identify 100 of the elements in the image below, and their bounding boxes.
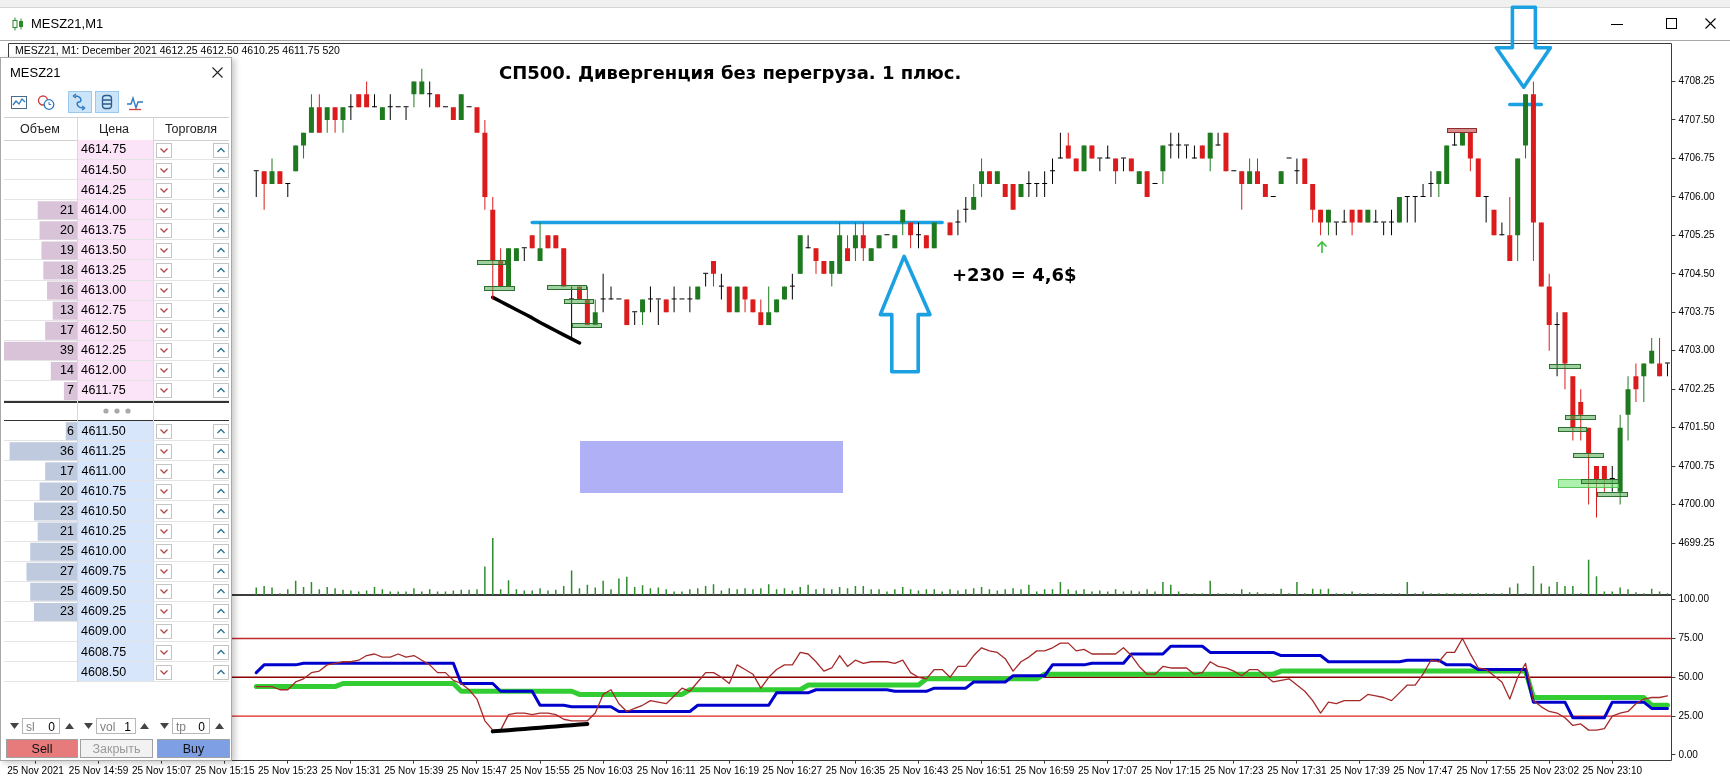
y-tick-label: 4707.50 [1678,113,1715,125]
x-tick-label: 25 Nov 17:47 [1393,765,1454,777]
data-label: 6 [67,423,75,438]
candlestick [1120,157,1126,172]
y-tick-label: 4614.50 [81,162,127,177]
y-tick-label: 4700.00 [1678,498,1715,510]
annotation: Торговля [164,121,218,136]
candlestick [1664,362,1670,377]
y-tick-label: 4611.50 [81,423,126,438]
y-tick-label: 4609.25 [81,604,127,619]
candlestick [1184,144,1190,159]
data-label: 16 [60,283,75,298]
candlestick [1381,221,1387,236]
x-tick-label: 25 Nov 17:55 [1456,765,1517,777]
y-tick-label: 4610.00 [81,544,127,559]
candlestick [1373,209,1379,223]
candlestick [955,209,961,236]
x-tick-label: 25 Nov 16:59 [1014,765,1075,777]
x-tick-label: 25 Nov 16:27 [762,765,823,777]
annotation: Buy [182,741,205,756]
y-tick-label: 4706.00 [1678,190,1715,202]
y-tick-label: 4705.25 [1678,229,1715,241]
data-label: 23 [60,503,75,518]
chart-title: MESZ21 [10,65,61,80]
candlestick [647,286,653,313]
y-tick-label: 4611.25 [81,443,126,458]
annotation: sl [26,719,35,734]
candlestick [1452,132,1458,146]
x-tick-label: 25 Nov 15:47 [447,765,508,777]
data-label: 25 [60,544,75,559]
x-axis-title: Объем [20,121,60,136]
data-label: 13 [60,303,75,318]
y-tick-label: 4613.75 [81,222,127,237]
candlestick [1554,312,1560,377]
candlestick [372,94,378,108]
candlestick [963,196,969,223]
data-label: 36 [60,443,75,458]
x-tick-label: 25 Nov 16:11 [636,765,697,777]
x-tick-label: 25 Nov 16:51 [951,765,1012,777]
y-tick-label: 4609.00 [81,624,127,639]
candlestick [1057,132,1063,159]
candlestick [789,273,795,300]
data-label: 19 [60,242,75,257]
y-tick-label: 4613.00 [81,283,127,298]
annotation: Sell [31,741,53,756]
y-tick-label: 4703.00 [1678,344,1715,356]
candlestick [1042,171,1048,197]
y-tick-label: 0.00 [1678,748,1699,760]
data-label: 39 [60,343,75,358]
data-label: 17 [60,463,75,478]
data-label: 18 [60,262,75,277]
data-label: 25 [60,584,75,599]
x-tick-label: 25 Nov 15:23 [258,765,318,777]
annotation: Закрыть [92,741,141,756]
data-label: 23 [60,604,75,619]
y-tick-label: 4612.00 [81,363,127,378]
x-tick-label: 25 Nov 16:03 [573,765,634,777]
candlestick [600,273,606,313]
y-tick-label: 4608.50 [81,664,127,679]
candlestick [655,298,661,326]
candlestick [253,170,259,197]
candlestick [805,235,811,249]
y-tick-label: 4612.25 [81,343,127,358]
y-tick-label: 4702.25 [1678,382,1715,394]
y-tick-label: 4700.75 [1678,459,1715,471]
y-tick-label: 4609.50 [81,584,127,599]
candlestick [427,81,433,108]
input-field: sl 0 [22,718,60,734]
data-label: 7 [67,383,75,398]
y-tick-label: 4703.75 [1678,306,1715,318]
y-tick-label: 4612.75 [81,303,127,318]
data-label: 21 [60,524,75,539]
candlestick [285,183,291,197]
y-tick-label: 4614.00 [81,202,127,217]
x-tick-label: 25 Nov 15:07 [131,765,192,777]
candlestick [1034,183,1040,197]
candlestick [632,311,638,326]
candlestick [1294,158,1300,185]
y-tick-label: 4612.50 [81,323,127,338]
annotation: 1 [124,719,131,734]
candlestick [1412,195,1418,223]
data-label: 21 [60,202,75,217]
candlestick [1483,195,1489,223]
text: СП500. Дивергенция без перегруза. 1 плюс. [499,62,962,83]
candlestick [1176,132,1182,159]
annotation: vol [100,719,116,734]
x-tick-label: 25 Nov 15:31 [321,765,382,777]
y-tick-label: 4614.25 [81,182,127,197]
candlestick [1609,466,1615,492]
button: Закрыть [80,739,153,758]
candlestick [687,286,693,313]
y-tick-label: 4613.50 [81,242,127,257]
data-label: 17 [60,323,75,338]
y-tick-label: 4613.25 [81,262,127,277]
input-field: vol 1 [96,718,136,734]
candlestick [403,106,409,120]
candlestick [387,94,393,120]
x-tick-label: 25 Nov 17:31 [1267,765,1328,777]
y-tick-label: 4610.75 [81,483,127,498]
x-tick-label: 25 Nov 15:39 [384,765,445,777]
